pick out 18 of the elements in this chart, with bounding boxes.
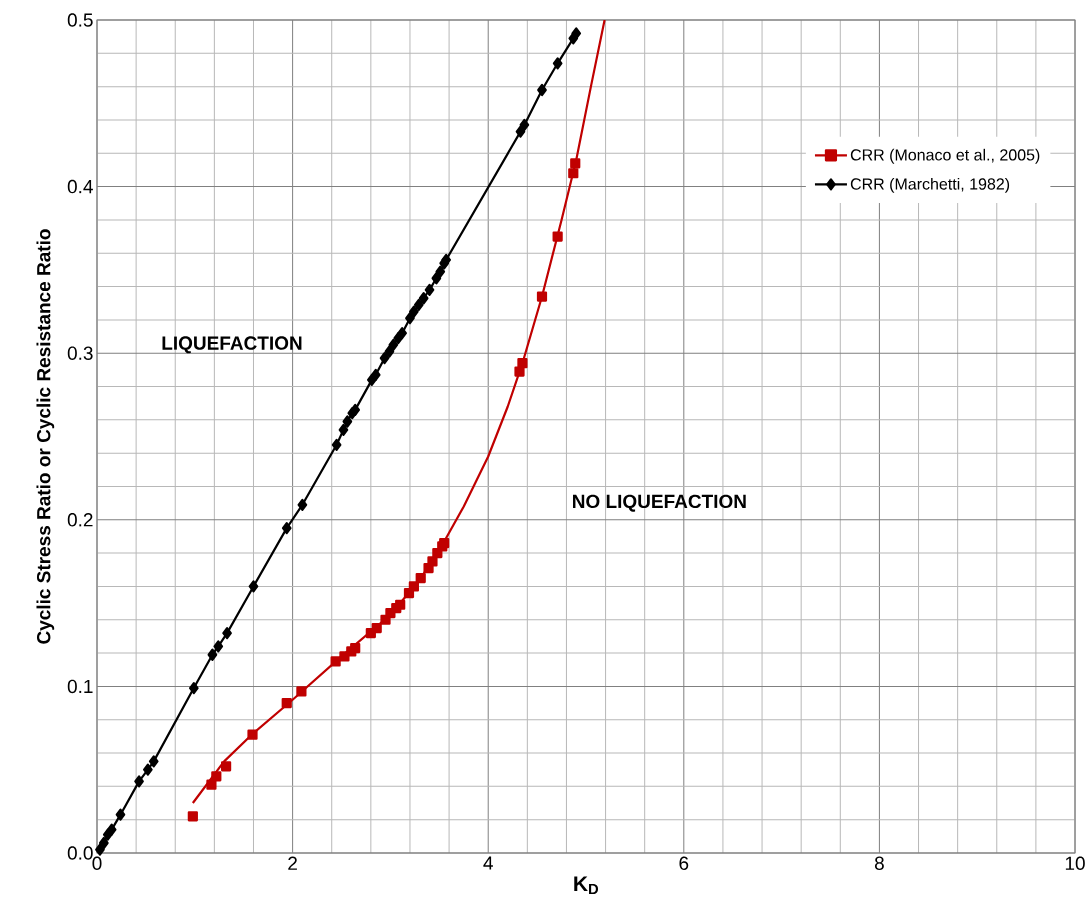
legend-label: CRR (Marchetti, 1982) xyxy=(850,177,1010,193)
y-tick-label: 0.2 xyxy=(67,513,93,527)
annotation: NO LIQUEFACTION xyxy=(573,494,746,512)
x-tick-label: 4 xyxy=(483,856,493,870)
y-tick-label: 0.0 xyxy=(67,846,93,860)
y-tick-label: 0.4 xyxy=(67,179,93,194)
y-tick-label: 0.3 xyxy=(67,346,93,360)
y-tick-label: 0.1 xyxy=(67,679,93,694)
y-axis-title: Cyclic Stress Ratio or Cyclic Resistance Ratio xyxy=(36,229,55,644)
x-axis-title: K$_{D}$ xyxy=(574,876,599,895)
legend-label: CRR (Monaco et al., 2005) xyxy=(850,148,1040,164)
x-tick-label: 10 xyxy=(1065,856,1085,870)
x-tick-label: 0 xyxy=(92,856,102,870)
x-tick-label: 6 xyxy=(679,856,689,870)
annotation: LIQUEFACTION xyxy=(162,336,302,354)
x-tick-label: 2 xyxy=(288,856,297,870)
x-tick-label: 8 xyxy=(874,856,884,870)
y-tick-label: 0.5 xyxy=(67,13,93,27)
